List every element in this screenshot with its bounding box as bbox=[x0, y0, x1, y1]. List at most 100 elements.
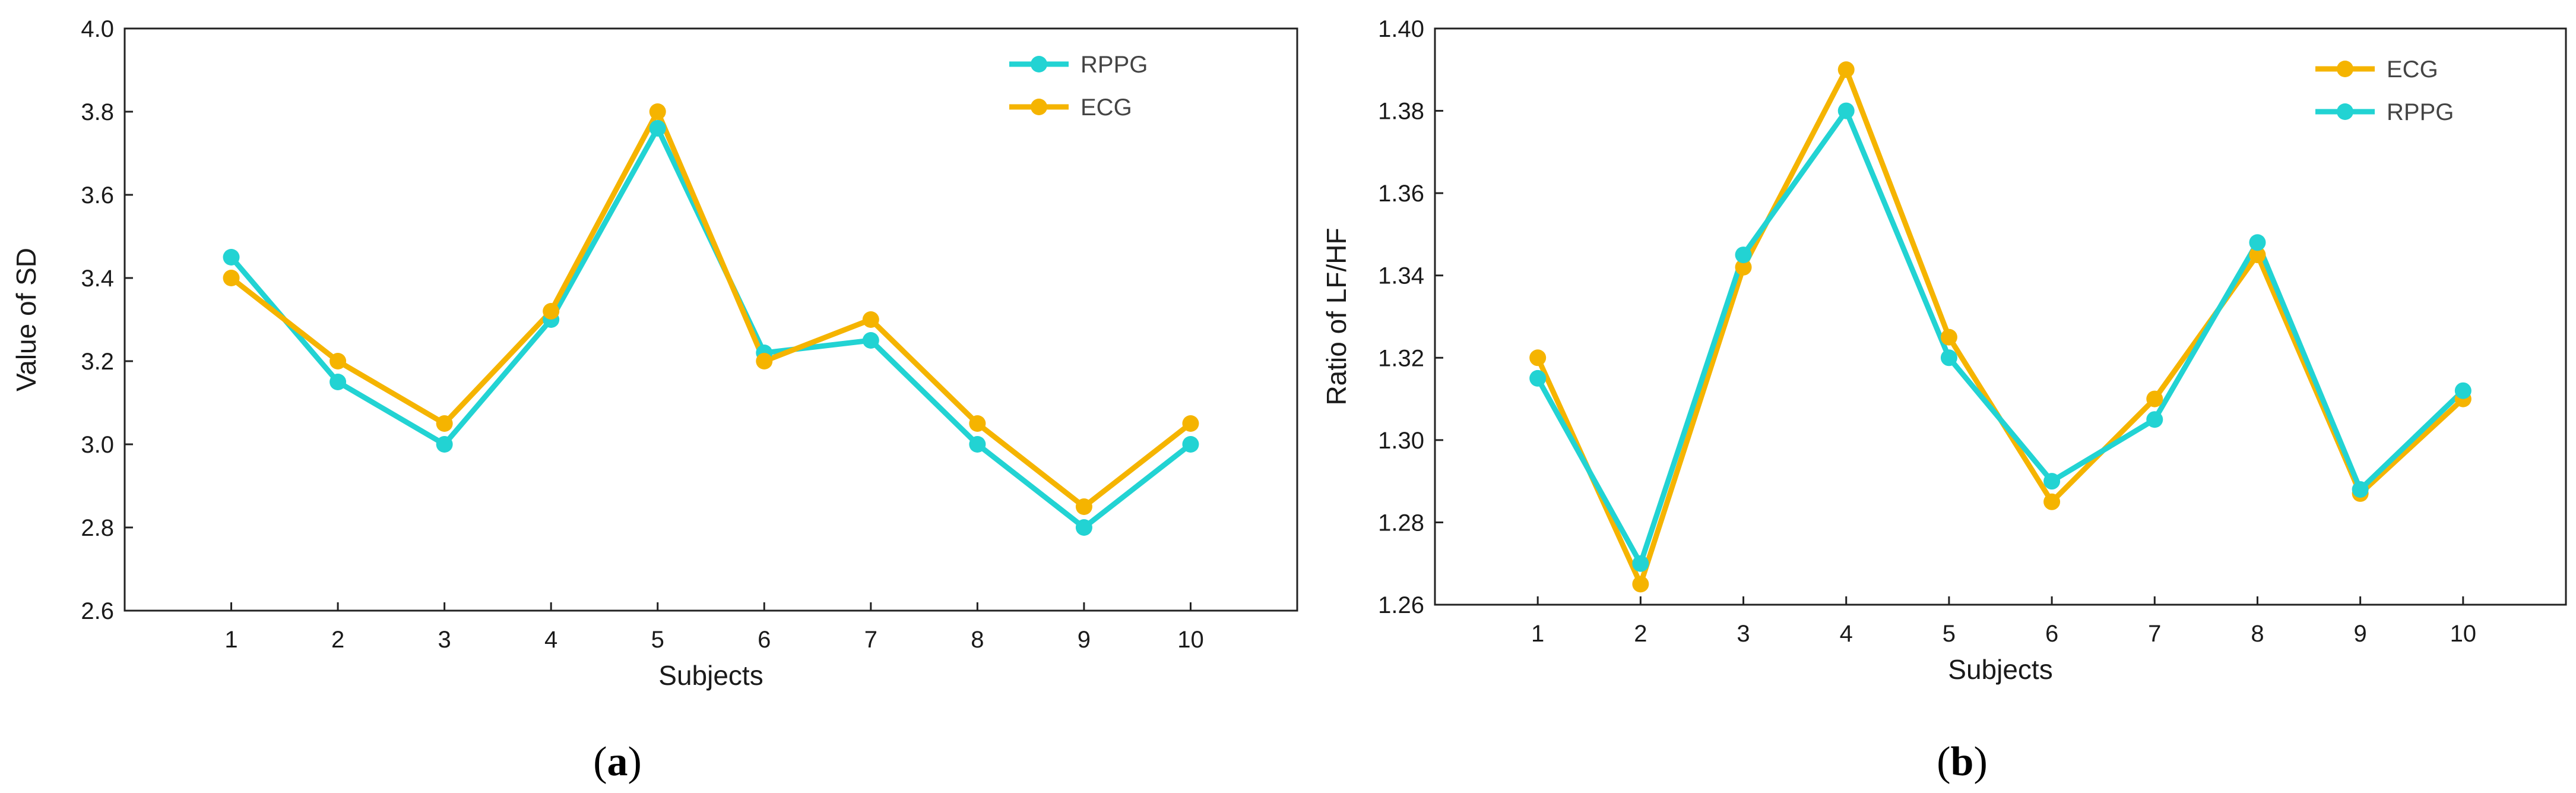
data-point-rppg bbox=[649, 120, 666, 137]
caption-open: ( bbox=[1937, 739, 1950, 785]
data-point-rppg bbox=[1735, 247, 1752, 264]
legend-label-rppg: RPPG bbox=[1081, 52, 1148, 78]
caption-letter: a bbox=[607, 739, 628, 785]
x-tick-label: 2 bbox=[331, 627, 344, 653]
data-point-rppg bbox=[2043, 473, 2061, 490]
y-tick-label: 1.30 bbox=[1378, 428, 1424, 454]
data-point-ecg bbox=[2146, 390, 2163, 407]
x-axis-title: Subjects bbox=[658, 660, 763, 691]
x-tick-label: 5 bbox=[651, 627, 664, 653]
x-tick-label: 2 bbox=[1634, 621, 1647, 647]
x-tick-label: 8 bbox=[2251, 621, 2264, 647]
x-tick-label: 10 bbox=[2450, 621, 2477, 647]
panel-caption: (a) bbox=[593, 739, 642, 785]
x-tick-label: 10 bbox=[1177, 627, 1204, 653]
y-tick-label: 1.38 bbox=[1378, 99, 1424, 125]
legend-marker-rppg bbox=[2337, 103, 2353, 120]
y-tick-label: 1.26 bbox=[1378, 592, 1424, 618]
data-point-ecg bbox=[1632, 576, 1649, 593]
data-point-ecg bbox=[2249, 247, 2266, 264]
data-point-ecg bbox=[1735, 258, 1752, 276]
y-tick-label: 1.32 bbox=[1378, 345, 1424, 371]
y-tick-label: 3.2 bbox=[81, 349, 114, 375]
data-point-ecg bbox=[1837, 61, 1855, 78]
data-point-ecg bbox=[543, 303, 560, 320]
y-axis-title: Ratio of LF/HF bbox=[1321, 228, 1352, 405]
data-point-rppg bbox=[2146, 411, 2163, 428]
x-tick-label: 5 bbox=[1943, 621, 1956, 647]
data-point-rppg bbox=[436, 436, 453, 453]
data-point-ecg bbox=[1940, 328, 1957, 346]
y-tick-label: 3.4 bbox=[81, 266, 114, 292]
data-point-rppg bbox=[1940, 349, 1957, 367]
x-tick-label: 9 bbox=[2354, 621, 2367, 647]
caption-close: ) bbox=[628, 739, 642, 785]
plot-frame bbox=[1434, 27, 2567, 606]
caption-open: ( bbox=[593, 739, 607, 785]
y-axis-title: Value of SD bbox=[11, 248, 42, 391]
y-tick-label: 3.6 bbox=[81, 182, 114, 208]
data-point-ecg bbox=[1182, 415, 1199, 432]
data-point-rppg bbox=[2454, 382, 2472, 399]
data-point-ecg bbox=[2043, 493, 2061, 510]
x-tick-label: 3 bbox=[1737, 621, 1750, 647]
legend-marker-ecg bbox=[1031, 99, 1047, 115]
data-point-ecg bbox=[649, 103, 666, 120]
data-point-rppg bbox=[329, 374, 347, 390]
x-tick-label: 1 bbox=[1531, 621, 1544, 647]
legend-label-ecg: ECG bbox=[1081, 94, 1132, 121]
series-line-ecg bbox=[1535, 67, 2466, 587]
x-tick-label: 8 bbox=[971, 627, 984, 653]
y-tick-label: 3.8 bbox=[81, 99, 114, 125]
data-point-ecg bbox=[756, 353, 773, 369]
caption-letter: b bbox=[1951, 739, 1974, 785]
legend-label-ecg: ECG bbox=[2387, 56, 2438, 83]
data-point-rppg bbox=[1632, 555, 1649, 572]
legend-marker-ecg bbox=[2337, 61, 2353, 77]
legend-marker-rppg bbox=[1031, 56, 1047, 72]
data-point-ecg bbox=[1075, 498, 1092, 515]
x-tick-label: 6 bbox=[2045, 621, 2058, 647]
x-tick-label: 4 bbox=[1840, 621, 1853, 647]
x-tick-label: 1 bbox=[224, 627, 237, 653]
panel-a: 2.6 2.8 3.0 3.2 3.4 3.6 3.8 4.0 1 2 3 4 5 6 7 8 9 10 Subje… bbox=[11, 16, 1298, 785]
y-tick-label: 4.0 bbox=[81, 16, 114, 42]
y-tick-label: 2.6 bbox=[81, 598, 114, 624]
y-tick-label: 3.0 bbox=[81, 432, 114, 458]
data-point-ecg bbox=[223, 270, 240, 286]
legend-label-rppg: RPPG bbox=[2387, 99, 2454, 125]
y-tick-label: 2.8 bbox=[81, 515, 114, 541]
x-tick-label: 7 bbox=[864, 627, 877, 653]
x-tick-label: 7 bbox=[2148, 621, 2161, 647]
x-axis-title: Subjects bbox=[1948, 654, 2052, 685]
y-tick-label: 1.34 bbox=[1378, 263, 1424, 289]
data-point-ecg bbox=[1529, 349, 1547, 367]
data-point-ecg bbox=[969, 415, 986, 432]
plot-frame bbox=[123, 27, 1298, 612]
data-point-rppg bbox=[2352, 481, 2369, 498]
data-point-rppg bbox=[969, 436, 986, 453]
data-point-ecg bbox=[329, 353, 347, 369]
caption-close: ) bbox=[1973, 739, 1987, 785]
panel-caption: (b) bbox=[1937, 739, 1988, 785]
data-point-rppg bbox=[2249, 234, 2266, 251]
series-line-rppg bbox=[1535, 108, 2466, 567]
x-tick-label: 6 bbox=[758, 627, 771, 653]
x-tick-label: 9 bbox=[1078, 627, 1091, 653]
data-point-rppg bbox=[223, 249, 240, 266]
data-point-ecg bbox=[436, 415, 453, 432]
series-line-rppg bbox=[229, 125, 1193, 530]
x-tick-label: 3 bbox=[438, 627, 451, 653]
data-point-rppg bbox=[862, 332, 879, 349]
y-tick-label: 1.40 bbox=[1378, 16, 1424, 42]
data-point-rppg bbox=[1075, 519, 1092, 536]
panel-b: 1.26 1.28 1.30 1.32 1.34 1.36 1.38 1.40 1 2 3 4 5 6 7 8… bbox=[1321, 16, 2567, 785]
data-point-rppg bbox=[1837, 102, 1855, 119]
data-point-ecg bbox=[862, 311, 879, 328]
series-line-ecg bbox=[229, 109, 1193, 510]
data-point-rppg bbox=[1182, 436, 1199, 453]
y-tick-label: 1.36 bbox=[1378, 181, 1424, 207]
y-tick-label: 1.28 bbox=[1378, 510, 1424, 536]
x-tick-label: 4 bbox=[544, 627, 557, 653]
